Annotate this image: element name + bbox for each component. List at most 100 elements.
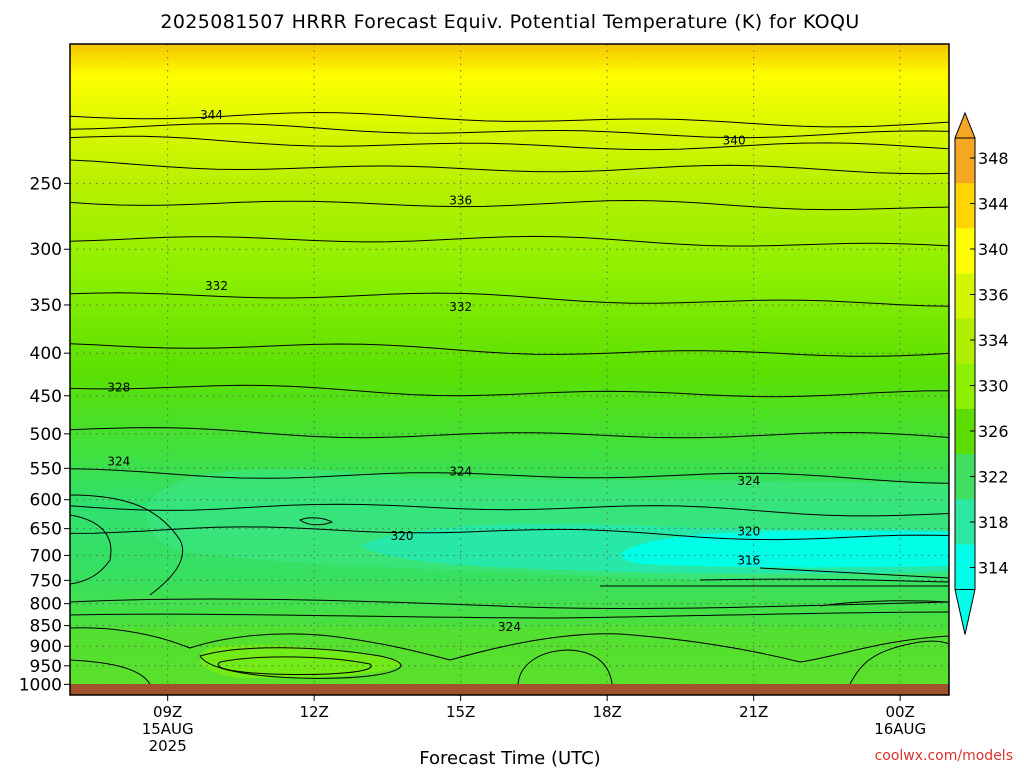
colorbar-label: 314 [978, 559, 1009, 578]
y-tick-label: 300 [30, 240, 62, 260]
x-tick-label: 09Z [153, 703, 182, 721]
contour-line [70, 159, 949, 175]
y-tick-label: 850 [30, 617, 62, 637]
colorbar-segment [955, 138, 975, 184]
x-tick-label: 15AUG [142, 720, 194, 738]
contour-line [199, 647, 402, 679]
contour-line [70, 199, 949, 211]
contour-line [70, 598, 949, 610]
contour-label: 324 [737, 474, 760, 488]
colorbar-frame [954, 137, 976, 590]
contour-line [70, 111, 949, 128]
x-tick-label: 16AUG [874, 720, 926, 738]
contour-line [70, 343, 949, 357]
ground-band [70, 684, 949, 695]
contour-line [517, 649, 613, 685]
y-tick-label: 750 [30, 571, 62, 591]
contour-line [70, 384, 949, 398]
y-tick-label: 650 [30, 520, 62, 540]
colorbar-label: 340 [978, 240, 1009, 259]
contour-label: 316 [737, 554, 760, 568]
colorbar-segment [955, 544, 975, 590]
contour-line [70, 123, 949, 139]
colorbar-segment [955, 228, 975, 274]
y-tick-label: 500 [30, 425, 62, 445]
x-tick-label: 21Z [739, 703, 768, 721]
contour-line [70, 292, 949, 307]
contour-label: 324 [449, 465, 472, 479]
y-tick-label: 700 [30, 546, 62, 566]
colorbar-segment [955, 318, 975, 365]
y-tick-label: 350 [30, 296, 62, 316]
x-tick-label: 12Z [299, 703, 328, 721]
colorbar-segment [955, 183, 975, 229]
colorbar-label: 330 [978, 377, 1009, 396]
x-axis-title: Forecast Time (UTC) [419, 748, 600, 768]
plot-area: 344 340 336 332 332 328 324 324 324 320 320 316 324 [70, 44, 949, 695]
colorbar-label: 326 [978, 422, 1009, 441]
contour-label: 328 [107, 381, 130, 395]
contour-label: 340 [723, 133, 746, 147]
contour-label: 324 [498, 620, 521, 634]
x-tick-label: 2025 [149, 737, 187, 755]
colorbar-segment [955, 363, 975, 410]
colorbar: 348 344 340 336 334 330 326 322 318 314 [954, 111, 1009, 635]
gridlines [70, 44, 949, 695]
contour-line [298, 517, 334, 526]
contour-line [70, 514, 112, 585]
plot-frame [69, 43, 950, 696]
contour-line [70, 611, 949, 619]
colorbar-segment [955, 454, 975, 500]
contour-label: 320 [737, 524, 760, 538]
contour-line [70, 526, 949, 541]
chart-title: 2025081507 HRRR Forecast Equiv. Potentia… [160, 11, 859, 33]
contour-line [759, 567, 949, 579]
y-tick-label: 550 [30, 459, 62, 479]
y-tick-label: 450 [30, 387, 62, 407]
coldest-core-shading [621, 530, 949, 568]
contour-line [70, 135, 949, 151]
y-tick-label: 800 [30, 595, 62, 615]
colorbar-segment [955, 499, 975, 545]
contour-labels: 344 340 336 332 332 328 324 324 324 320 320 316 324 [107, 108, 760, 634]
colorbar-label: 344 [978, 195, 1009, 214]
colorbar-label: 318 [978, 513, 1009, 532]
contour-line [70, 503, 949, 517]
y-axis: 250 300 350 400 450 500 550 600 650 700 750 8008509… [19, 174, 70, 695]
plot-background [70, 44, 949, 695]
y-tick-label: 400 [30, 344, 62, 364]
contour-label: 320 [391, 529, 414, 543]
credit-text: coolwx.com/models [875, 748, 1013, 764]
x-tick-label: 18Z [592, 703, 621, 721]
contour-label: 332 [449, 300, 472, 314]
contour-line [849, 640, 949, 685]
colorbar-bottom-arrow [954, 589, 976, 635]
contour-line [217, 656, 372, 676]
y-tick-label: 600 [30, 491, 62, 511]
low-level-contours [70, 494, 949, 685]
contour-label: 336 [449, 193, 472, 207]
contour-line [70, 494, 184, 596]
colorbar-label: 322 [978, 468, 1009, 487]
contour-label: 324 [107, 455, 130, 469]
y-tick-label: 1000 [19, 675, 62, 695]
x-tick-label: 15Z [446, 703, 475, 721]
contour-line [70, 427, 949, 439]
y-tick-label: 900 [30, 637, 62, 657]
contour-line [819, 600, 949, 607]
y-tick-label: 250 [30, 174, 62, 194]
contour-line [70, 235, 949, 247]
colorbar-top-arrow [954, 111, 976, 139]
colorbar-segment [955, 273, 975, 320]
contour-line [70, 659, 151, 685]
contour-line [70, 627, 949, 663]
contours [70, 111, 949, 541]
warm-cell-shading [200, 644, 401, 679]
contour-line [70, 468, 949, 484]
colorbar-label: 348 [978, 149, 1009, 168]
contour-line [699, 578, 949, 583]
contour-label: 344 [200, 108, 223, 122]
colorbar-label: 336 [978, 286, 1009, 305]
